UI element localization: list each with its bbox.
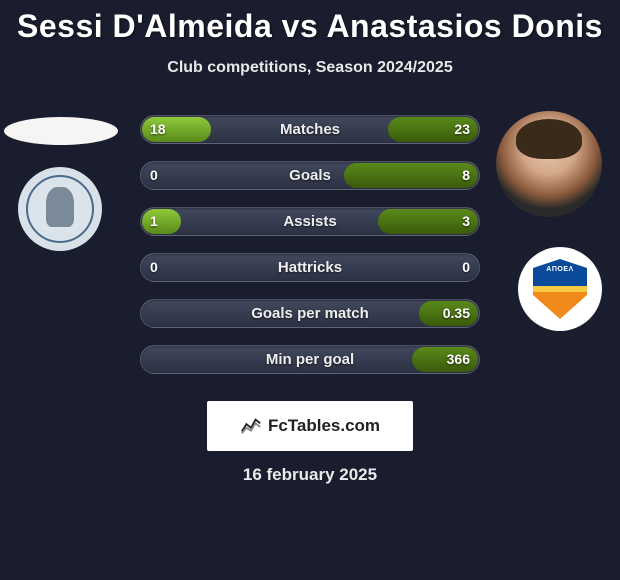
stat-label: Goals (140, 161, 480, 190)
stat-label: Hattricks (140, 253, 480, 282)
date-line: 16 february 2025 (0, 465, 620, 485)
stats-area: Matches1823Goals08Assists13Hattricks00Go… (0, 99, 620, 389)
player-right-avatar (496, 111, 602, 217)
stat-row: Assists1 3 (140, 207, 480, 236)
stat-label: Assists (140, 207, 480, 236)
player-left-avatar (4, 117, 118, 145)
stat-row: Hattricks0 0 (140, 253, 480, 282)
stat-value-right: 23 (454, 115, 470, 144)
stat-value-right: 0.35 (443, 299, 470, 328)
crest-left-figure-icon (46, 187, 74, 227)
stat-bars: Matches1823Goals08Assists13Hattricks00Go… (140, 115, 480, 391)
stat-value-left: 18 (150, 115, 166, 144)
stat-label: Goals per match (140, 299, 480, 328)
stat-value-right: 3 (462, 207, 470, 236)
watermark: FcTables.com (207, 401, 413, 451)
stat-value-right: 0 (462, 253, 470, 282)
stat-value-left: 1 (150, 207, 158, 236)
stat-row: Goals per match0.35 (140, 299, 480, 328)
club-crest-right (518, 247, 602, 331)
stat-label: Matches (140, 115, 480, 144)
stat-row: Goals0 8 (140, 161, 480, 190)
watermark-text: FcTables.com (268, 416, 380, 436)
page-title: Sessi D'Almeida vs Anastasios Donis (0, 0, 620, 45)
stat-row: Matches18 23 (140, 115, 480, 144)
chart-icon (240, 415, 262, 437)
stat-value-left: 0 (150, 161, 158, 190)
club-crest-left (18, 167, 102, 251)
stat-value-right: 366 (447, 345, 470, 374)
stat-value-right: 8 (462, 161, 470, 190)
stat-value-left: 0 (150, 253, 158, 282)
stat-row: Min per goal366 (140, 345, 480, 374)
subtitle: Club competitions, Season 2024/2025 (0, 59, 620, 77)
stat-label: Min per goal (140, 345, 480, 374)
crest-right-shield-icon (533, 259, 587, 319)
